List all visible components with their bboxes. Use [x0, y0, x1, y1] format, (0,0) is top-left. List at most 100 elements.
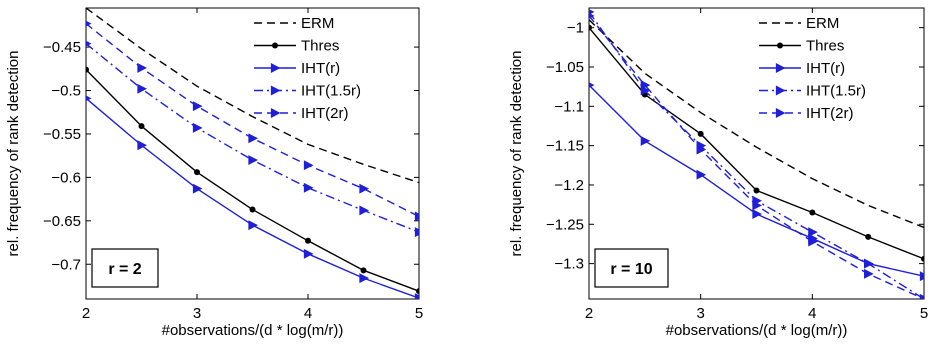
- legend-marker: [270, 108, 281, 118]
- data-point: [249, 206, 256, 213]
- legend-marker: [775, 108, 786, 118]
- data-point: [808, 227, 818, 238]
- data-point: [86, 20, 92, 27]
- data-point: [696, 144, 707, 155]
- data-point: [359, 183, 369, 194]
- legend-label: Thres: [806, 38, 844, 55]
- data-point: [248, 155, 258, 165]
- y-tick-label: −1.1: [554, 98, 584, 115]
- x-tick-label: 2: [585, 305, 593, 322]
- data-point: [305, 237, 311, 244]
- x-tick-label: 5: [920, 305, 928, 322]
- y-tick-label: −0.5: [51, 83, 81, 100]
- data-point: [303, 248, 314, 259]
- series-line-IHT(r): [589, 84, 924, 277]
- series-line-Thres: [589, 27, 924, 260]
- legend: ERM Thres IHT(r) IHT(1.5r) IHT(2r): [254, 15, 361, 122]
- x-tick-label: 4: [304, 305, 312, 322]
- legend-marker: [775, 85, 786, 96]
- legend-marker: [777, 42, 783, 49]
- legend-label: IHT(1.5r): [301, 83, 361, 100]
- legend: ERM Thres IHT(r) IHT(1.5r) IHT(2r): [759, 15, 866, 122]
- legend-marker: [270, 63, 281, 73]
- data-point: [864, 258, 874, 269]
- data-point: [86, 66, 89, 73]
- legend-marker: [270, 85, 281, 96]
- data-point: [697, 130, 704, 137]
- series-line-ERM: [589, 19, 924, 229]
- data-point: [589, 13, 595, 19]
- data-point: [303, 160, 314, 171]
- data-point: [589, 9, 595, 15]
- series-group: [86, 8, 419, 299]
- y-tick-label: −1.2: [554, 177, 584, 194]
- y-tick-label: −0.65: [43, 213, 81, 230]
- y-tick-label: −0.55: [43, 126, 81, 143]
- y-tick-label: −1.15: [546, 138, 584, 155]
- x-tick-label: 5: [415, 305, 423, 322]
- data-point: [919, 294, 924, 299]
- data-point: [248, 220, 258, 231]
- data-point: [589, 24, 592, 31]
- data-point: [359, 273, 369, 284]
- y-axis-label: rel. frequency of rank detection: [508, 51, 525, 257]
- legend-label: IHT(2r): [301, 105, 349, 122]
- data-point: [137, 140, 147, 151]
- annotation-box: [594, 248, 669, 288]
- data-point: [809, 209, 816, 216]
- legend-label: IHT(r): [301, 60, 340, 77]
- x-tick-label: 4: [808, 305, 816, 322]
- data-point: [414, 227, 419, 238]
- y-axis-label: rel. frequency of rank detection: [5, 51, 22, 257]
- data-point: [752, 209, 762, 220]
- legend-label: Thres: [301, 38, 339, 55]
- legend-label: IHT(2r): [806, 105, 854, 122]
- y-tick-label: −1.3: [554, 256, 584, 273]
- data-point: [752, 200, 762, 211]
- y-tick-label: −0.45: [43, 39, 81, 56]
- legend-marker: [272, 42, 278, 49]
- annotation-label: r = 10: [610, 261, 652, 278]
- data-point: [808, 236, 818, 247]
- data-point: [192, 183, 203, 194]
- legend-label: ERM: [301, 15, 334, 32]
- data-point: [640, 135, 651, 146]
- data-point: [919, 271, 924, 282]
- data-point: [194, 169, 200, 176]
- data-point: [753, 187, 760, 194]
- data-point: [192, 101, 203, 112]
- legend-label: IHT(r): [806, 60, 845, 77]
- x-axis-label: #observations/(d * log(m/r)): [162, 322, 344, 339]
- data-point: [921, 255, 924, 262]
- data-point: [360, 267, 367, 274]
- data-point: [137, 83, 147, 94]
- y-tick-label: −1.25: [546, 216, 584, 233]
- data-point: [192, 122, 203, 133]
- y-tick-label: −0.7: [51, 256, 81, 273]
- data-point: [640, 80, 651, 91]
- annotation-label: r = 2: [108, 261, 141, 278]
- series-line-ERM: [86, 8, 419, 184]
- data-point: [416, 288, 419, 295]
- x-tick-label: 2: [82, 305, 90, 322]
- data-point: [359, 205, 369, 216]
- legend-label: IHT(1.5r): [806, 83, 866, 100]
- legend-marker: [775, 63, 786, 73]
- data-point: [865, 233, 872, 240]
- y-tick-label: −1: [567, 20, 584, 37]
- data-point: [138, 123, 145, 130]
- data-point: [589, 82, 595, 88]
- chart-panel-1: 2 3 4 5 −0.45 −0.5 −0.55 −0.6 −0.65 −0.7 #observat…: [5, 7, 423, 339]
- data-point: [137, 62, 147, 73]
- y-tick-label: −0.6: [51, 169, 81, 186]
- x-axis-label: #observations/(d * log(m/r)): [666, 322, 848, 339]
- data-point: [86, 40, 92, 47]
- annotation-box: [91, 248, 159, 288]
- y-tick-label: −1.05: [546, 59, 584, 76]
- chart-panel-2: 2 3 4 5 −1 −1.05 −1.1 −1.15 −1.2 −1.25 −1.3 #observ…: [508, 7, 928, 339]
- data-point: [303, 182, 314, 193]
- x-tick-label: 3: [696, 305, 704, 322]
- data-point: [864, 268, 874, 279]
- data-point: [414, 211, 419, 222]
